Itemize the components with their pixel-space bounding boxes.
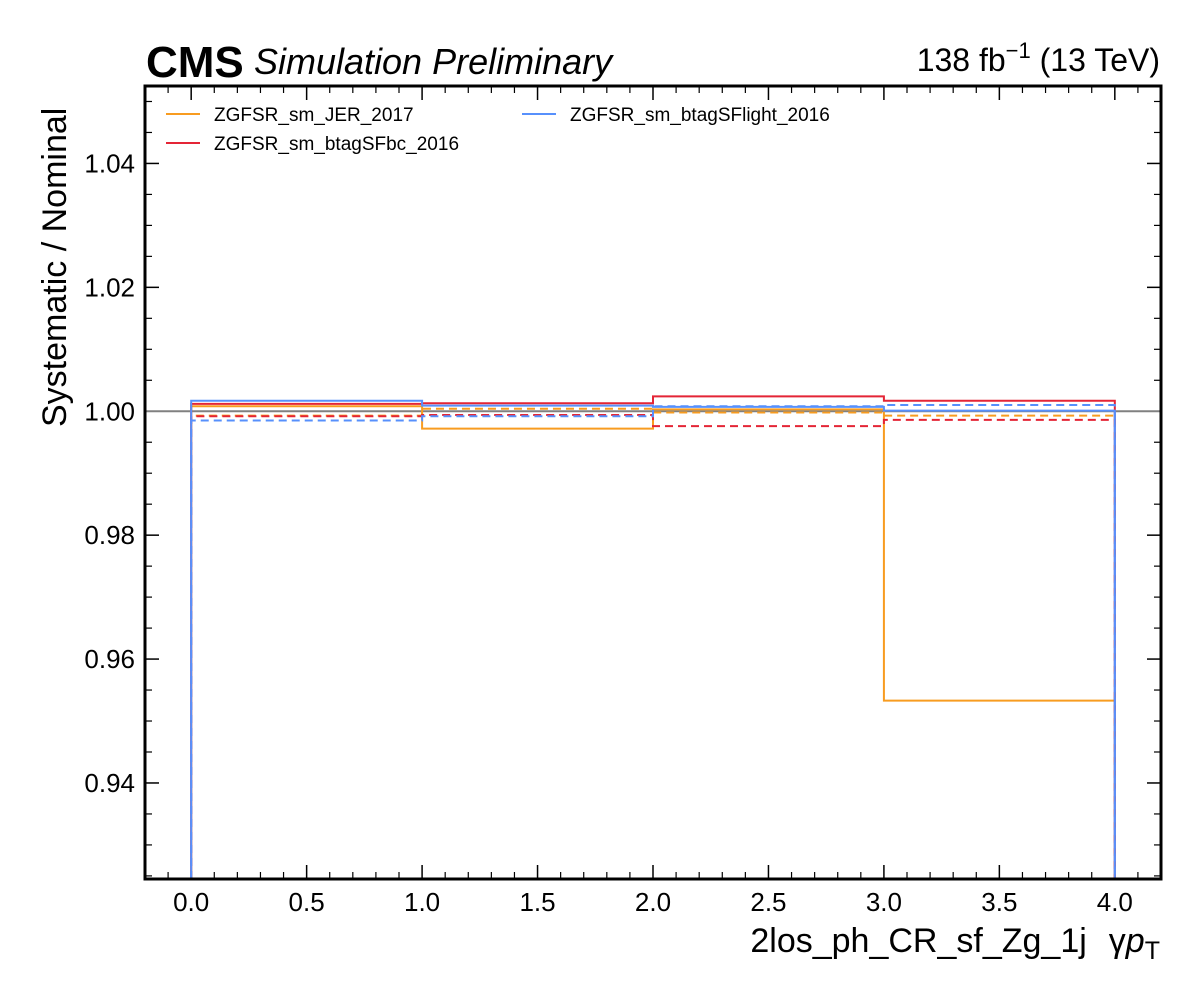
series-1-up-line [190,395,1116,879]
y-tick-label: 1.02 [84,272,135,302]
series-2-up-line [190,399,1116,879]
x-tick-labels: 0.0 0.5 1.0 1.5 2.0 2.5 3.0 3.5 4.0 [173,887,1133,917]
x-tick-label: 2.0 [635,887,671,917]
series-0-down-line [190,407,1116,879]
y-tick-labels: 0.94 0.96 0.98 1.00 1.02 1.04 [84,148,135,798]
x-tick-label: 4.0 [1097,887,1133,917]
x-tick-label: 0.5 [289,887,325,917]
x-tick-label: 3.0 [866,887,902,917]
y-tick-label: 0.94 [84,768,135,798]
y-tick-label: 1.04 [84,148,135,178]
y-tick-label: 1.00 [84,396,135,426]
x-tick-label: 1.0 [404,887,440,917]
tick-marks [144,86,1162,879]
x-tick-label: 1.5 [519,887,555,917]
y-tick-label: 0.98 [84,520,135,550]
series-layer [190,395,1116,879]
x-tick-label: 3.5 [981,887,1017,917]
legend-entry-0: ZGFSR_sm_JER_2017 [214,105,414,126]
x-tick-label: 2.5 [750,887,786,917]
series-2-down-line [190,404,1116,879]
legend: ZGFSR_sm_JER_2017 ZGFSR_sm_btagSFbc_2016 Z… [166,105,830,155]
luminosity-label: 138 fb−1 (13 TeV) [917,38,1160,78]
y-tick-label: 0.96 [84,644,135,674]
x-axis-title: 2los_ph_CR_sf_Zg_1j γpT [750,922,1160,965]
simulation-preliminary-label: Simulation Preliminary [254,41,614,82]
x-tick-label: 0.0 [173,887,209,917]
legend-entry-1: ZGFSR_sm_btagSFbc_2016 [214,134,459,155]
series-1-down-line [190,413,1116,879]
plot-frame [143,84,1163,881]
y-axis-title: Systematic / Nominal [36,108,74,427]
legend-entry-2: ZGFSR_sm_btagSFlight_2016 [570,105,830,126]
series-0-up-line [190,405,1116,879]
cms-label: CMS [146,38,244,87]
